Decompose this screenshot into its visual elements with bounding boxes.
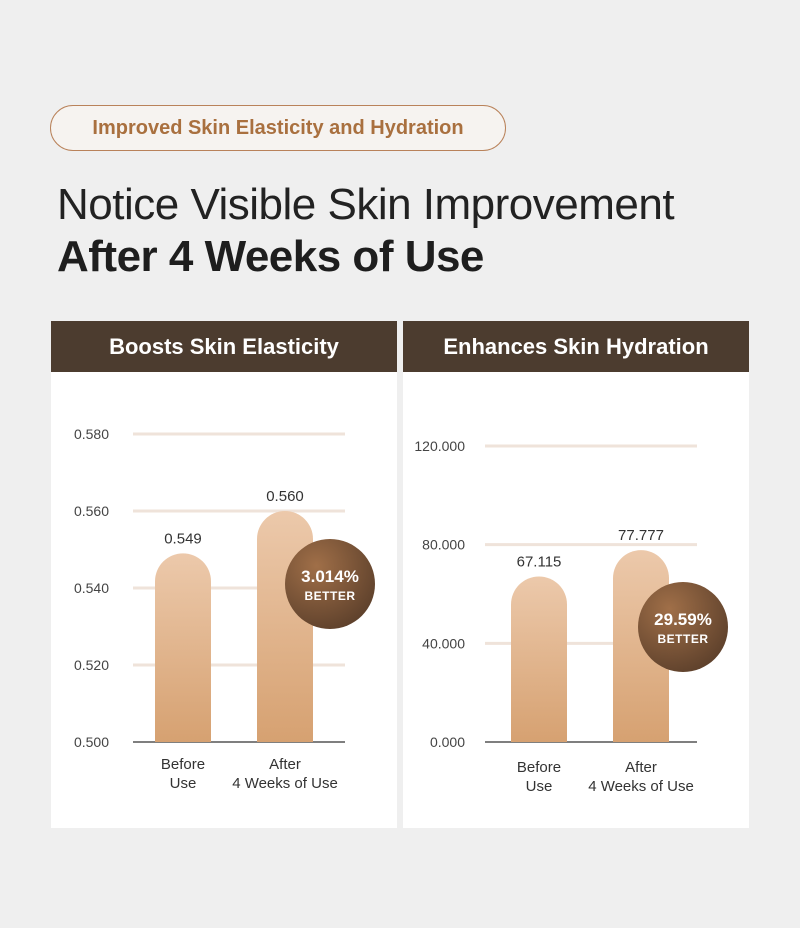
hydration-chart: 0.000 40.000 80.000 120.000 67.115 Before Use 7… xyxy=(414,438,728,795)
category-label: After xyxy=(625,759,657,776)
category-label: Before xyxy=(161,756,205,773)
category-label: After xyxy=(269,756,301,773)
bar-value-label: 0.549 xyxy=(164,530,202,547)
improvement-callout xyxy=(638,582,728,672)
improvement-percent: 3.014% xyxy=(301,567,359,586)
improvement-label: BETTER xyxy=(305,589,356,603)
elasticity-chart-panel: Boosts Skin Elasticity 0.500 0.520 0.540 0.… xyxy=(51,321,397,828)
bar-value-label: 67.115 xyxy=(517,553,562,570)
y-tick-label: 40.000 xyxy=(422,635,465,651)
y-tick-label: 0.520 xyxy=(74,657,109,673)
headline-line-2: After 4 Weeks of Use xyxy=(57,232,484,281)
y-tick-label: 0.540 xyxy=(74,580,109,596)
y-tick-label: 120.000 xyxy=(414,438,465,454)
y-tick-label: 0.580 xyxy=(74,426,109,442)
bar-value-label: 77.777 xyxy=(618,527,664,544)
improvement-percent: 29.59% xyxy=(654,610,712,629)
bar-value-label: 0.560 xyxy=(266,488,304,505)
category-badge-label: Improved Skin Elasticity and Hydration xyxy=(92,116,464,139)
category-label: Use xyxy=(170,775,197,792)
headline-line-1: Notice Visible Skin Improvement xyxy=(57,180,675,229)
category-label: Use xyxy=(526,778,553,795)
category-badge: Improved Skin Elasticity and Hydration xyxy=(50,105,506,151)
elasticity-chart: 0.500 0.520 0.540 0.560 0.580 0.549 Before Use 0… xyxy=(74,426,375,792)
y-tick-label: 0.560 xyxy=(74,503,109,519)
bar-before-use xyxy=(511,576,567,742)
hydration-chart-panel: Enhances Skin Hydration 0.000 40.000 80.00… xyxy=(403,321,749,828)
category-label: 4 Weeks of Use xyxy=(588,778,694,795)
y-tick-label: 0.500 xyxy=(74,734,109,750)
category-label: 4 Weeks of Use xyxy=(232,775,338,792)
improvement-label: BETTER xyxy=(658,632,709,646)
category-label: Before xyxy=(517,759,561,776)
improvement-callout xyxy=(285,539,375,629)
y-tick-label: 80.000 xyxy=(422,537,465,553)
y-tick-label: 0.000 xyxy=(430,734,465,750)
bar-before-use xyxy=(155,553,211,742)
bar-after-4-weeks xyxy=(257,511,313,742)
hydration-chart-title: Enhances Skin Hydration xyxy=(403,321,749,372)
elasticity-chart-title: Boosts Skin Elasticity xyxy=(51,321,397,372)
